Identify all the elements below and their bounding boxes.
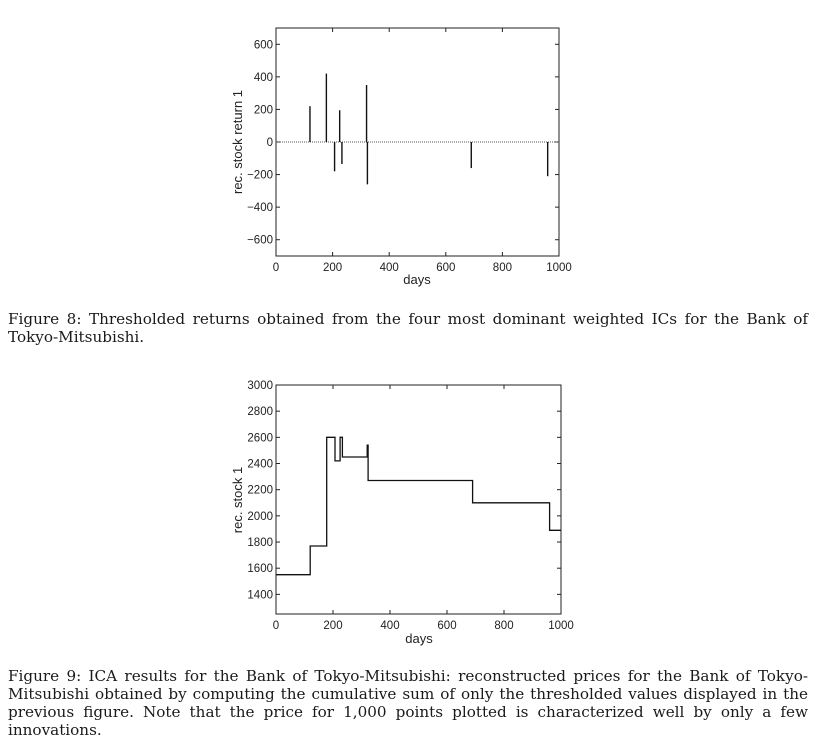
x-tick-label: 800: [493, 262, 512, 274]
x-tick-label: 0: [273, 620, 279, 632]
figure-8-chart: 0 200 400 600 800 10006004002000−200−400−600 …: [230, 27, 572, 287]
x-tick-label: 800: [494, 620, 513, 632]
y-tick-label: 2600: [247, 432, 273, 444]
y-axis-label: rec. stock 1: [230, 467, 245, 533]
x-tick-label: 400: [380, 262, 399, 274]
y-tick-label: 1800: [247, 537, 273, 549]
x-tick-label: 1000: [546, 262, 572, 274]
figure-8-caption: Figure 8: Thresholded returns obtained f…: [8, 310, 808, 346]
x-tick-label: 200: [323, 620, 342, 632]
y-tick-label: 0: [267, 137, 273, 149]
y-tick-label: 1400: [247, 589, 273, 601]
y-tick-label: −600: [247, 235, 273, 247]
x-tick-label: 600: [437, 620, 456, 632]
y-tick-label: 1600: [247, 563, 273, 575]
y-tick-label: 2000: [247, 511, 273, 523]
figure-9-chart: 0 200 400 600 800 1000 3000 2800 2600 2400 2200 200…: [230, 380, 574, 646]
x-axis-label: days: [405, 631, 433, 646]
y-tick-label: 2200: [247, 485, 273, 497]
y-tick-label: 2800: [247, 406, 273, 418]
x-tick-label: 200: [323, 262, 342, 274]
plot-frame: [275, 384, 562, 615]
y-tick-label: 400: [254, 72, 273, 84]
y-tick-label: 600: [254, 39, 273, 51]
y-tick-label: 200: [254, 104, 273, 116]
x-axis-label: days: [403, 272, 431, 287]
y-tick-label: 3000: [247, 380, 273, 392]
y-tick-label: −400: [247, 202, 273, 214]
y-tick-label: −200: [247, 170, 273, 182]
price-series-line: [276, 436, 561, 576]
x-tick-label: 400: [380, 620, 399, 632]
x-tick-label: 1000: [548, 620, 574, 632]
x-tick-label: 0: [273, 262, 279, 274]
figure-9-caption: Figure 9: ICA results for the Bank of To…: [8, 667, 808, 739]
x-tick-label: 600: [436, 262, 455, 274]
y-tick-label: 2400: [247, 459, 273, 471]
y-axis-label: rec. stock return 1: [230, 90, 245, 194]
